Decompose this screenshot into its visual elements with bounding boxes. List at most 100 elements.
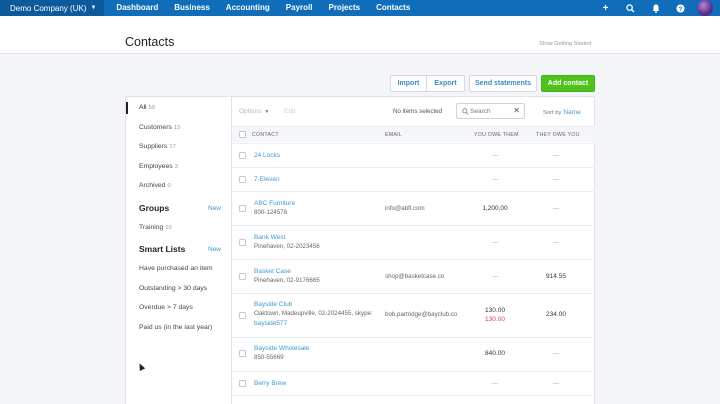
sort-control[interactable]: Sort by Name bbox=[543, 109, 581, 116]
nav-payroll[interactable]: Payroll bbox=[285, 3, 313, 12]
org-switcher[interactable]: Demo Company (UK) ▼ bbox=[0, 0, 105, 16]
nav-projects[interactable]: Projects bbox=[328, 3, 361, 12]
you-owe-them: 130.00 bbox=[485, 307, 505, 314]
filter-count: 0 bbox=[167, 183, 171, 189]
they-owe-you: — bbox=[552, 152, 560, 159]
they-owe-you: — bbox=[552, 239, 560, 246]
sort-value[interactable]: Name bbox=[563, 109, 581, 116]
filter-label: Customers bbox=[139, 124, 172, 131]
you-owe-them: — bbox=[491, 152, 499, 159]
row-checkbox[interactable] bbox=[239, 239, 246, 246]
nav-business[interactable]: Business bbox=[174, 3, 210, 12]
row-checkbox[interactable] bbox=[239, 152, 246, 159]
filter-employees[interactable]: Employees 3 bbox=[139, 163, 178, 170]
contact-name[interactable]: Basket Case bbox=[254, 268, 291, 275]
contact-name[interactable]: Bayside Club bbox=[254, 301, 293, 308]
contact-name[interactable]: Bank West bbox=[254, 234, 286, 241]
filter-customers[interactable]: Customers 15 bbox=[139, 124, 180, 131]
group-training[interactable]: Training 10 bbox=[139, 224, 172, 231]
col-you-owe-them[interactable]: YOU OWE THEM bbox=[474, 132, 519, 138]
you-owe-them-overdue: 130.00 bbox=[485, 316, 505, 323]
row-checkbox[interactable] bbox=[239, 273, 246, 280]
table-row[interactable]: Bayside Wholesale 850-55669 840.00 — bbox=[232, 337, 595, 371]
table-row[interactable]: Basket Case Pinehaven, 02-9176665 shop@b… bbox=[232, 259, 595, 293]
top-nav: Demo Company (UK) ▼ Dashboard Business A… bbox=[0, 0, 720, 18]
clear-icon[interactable]: ✕ bbox=[513, 106, 520, 115]
table-row-partial[interactable] bbox=[232, 395, 595, 404]
table-row[interactable]: 24 Locks — — bbox=[232, 143, 595, 167]
filter-label: Employees bbox=[139, 163, 173, 170]
import-button[interactable]: Import bbox=[390, 75, 427, 92]
row-checkbox[interactable] bbox=[239, 176, 246, 183]
contact-name[interactable]: 7-Eleven bbox=[254, 176, 280, 183]
search-box[interactable]: ✕ bbox=[456, 103, 525, 119]
smart-lists-heading: Smart Lists bbox=[139, 244, 186, 254]
svg-text:?: ? bbox=[679, 5, 683, 12]
table-row[interactable]: Berry Brew — — bbox=[232, 371, 595, 395]
col-they-owe-you[interactable]: THEY OWE YOU bbox=[536, 132, 580, 138]
table-row[interactable]: 7-Eleven — — bbox=[232, 167, 595, 191]
smart-list-overdue[interactable]: Overdue > 7 days bbox=[139, 304, 193, 311]
you-owe-them: — bbox=[491, 380, 499, 387]
select-all-checkbox[interactable] bbox=[239, 131, 246, 138]
col-email[interactable]: EMAIL bbox=[385, 132, 403, 138]
help-icon[interactable]: ? bbox=[668, 0, 693, 16]
smart-list-paid[interactable]: Paid us (in the last year) bbox=[139, 324, 213, 331]
contact-name[interactable]: Berry Brew bbox=[254, 380, 287, 387]
filter-count: 59 bbox=[148, 105, 156, 111]
filter-archived[interactable]: Archived 0 bbox=[139, 182, 171, 189]
page-title: Contacts bbox=[125, 35, 175, 49]
contact-name[interactable]: 24 Locks bbox=[254, 152, 281, 159]
search-input[interactable] bbox=[470, 107, 510, 116]
contact-name[interactable]: ABC Furniture bbox=[254, 200, 296, 207]
edit-button[interactable]: Edit bbox=[284, 108, 296, 115]
table-row[interactable]: Bank West Pinehaven, 02-2023456 — — bbox=[232, 225, 595, 259]
contact-details: Pinehaven, 02-2023456 bbox=[254, 243, 320, 250]
page-header: Contacts Show Getting Started bbox=[0, 16, 720, 54]
table-row[interactable]: Bayside Club Oaktown, Madeupville, 02-20… bbox=[232, 293, 595, 337]
new-group-link[interactable]: New bbox=[208, 205, 222, 212]
group-count: 10 bbox=[165, 225, 172, 231]
search-icon[interactable] bbox=[618, 0, 643, 16]
skype-link[interactable]: bayside577 bbox=[254, 320, 288, 327]
sort-label: Sort by bbox=[543, 110, 562, 116]
filter-suppliers[interactable]: Suppliers 17 bbox=[139, 143, 176, 150]
contact-details: Oaktown, Madeupville, 02-2024455, skype: bbox=[254, 310, 373, 317]
group-label: Training bbox=[139, 224, 164, 231]
they-owe-you: — bbox=[552, 380, 560, 387]
you-owe-them: 840.00 bbox=[485, 350, 505, 357]
row-checkbox[interactable] bbox=[239, 350, 246, 357]
they-owe-you: 234.00 bbox=[546, 311, 566, 318]
show-getting-started-link[interactable]: Show Getting Started bbox=[539, 41, 592, 47]
bell-icon[interactable] bbox=[643, 0, 668, 16]
add-contact-button[interactable]: Add contact bbox=[541, 75, 595, 92]
table-row[interactable]: ABC Furniture 800-124578 info@abfl.com 1… bbox=[232, 191, 595, 225]
new-smart-list-link[interactable]: New bbox=[208, 246, 222, 253]
nav-dashboard[interactable]: Dashboard bbox=[116, 3, 159, 12]
options-dropdown[interactable]: Options ▼ bbox=[239, 108, 269, 115]
filter-count: 17 bbox=[169, 144, 176, 150]
send-statements-button[interactable]: Send statements bbox=[469, 75, 537, 92]
contact-name[interactable]: Bayside Wholesale bbox=[254, 345, 310, 352]
filter-all[interactable]: All 59 bbox=[139, 104, 155, 111]
they-owe-you: — bbox=[552, 205, 560, 212]
avatar[interactable] bbox=[697, 0, 713, 16]
row-checkbox[interactable] bbox=[239, 205, 246, 212]
col-contact[interactable]: CONTACT bbox=[252, 132, 279, 138]
export-button[interactable]: Export bbox=[426, 75, 465, 92]
smart-list-purchased[interactable]: Have purchased an item bbox=[139, 265, 213, 272]
filter-count: 3 bbox=[174, 164, 178, 170]
they-owe-you: — bbox=[552, 176, 560, 183]
you-owe-them: 1,200.00 bbox=[482, 205, 508, 212]
contact-email: shop@basketcase.co bbox=[385, 273, 445, 280]
filter-count: 15 bbox=[173, 125, 181, 131]
row-checkbox[interactable] bbox=[239, 380, 246, 387]
nav-accounting[interactable]: Accounting bbox=[225, 3, 270, 12]
you-owe-them: — bbox=[491, 176, 499, 183]
smart-list-outstanding[interactable]: Outstanding > 30 days bbox=[139, 285, 208, 292]
contacts-panel: All 59 Customers 15 Suppliers 17 Employees 3… bbox=[125, 96, 595, 404]
row-checkbox[interactable] bbox=[239, 312, 246, 319]
plus-icon[interactable]: + bbox=[602, 2, 609, 14]
nav-contacts[interactable]: Contacts bbox=[368, 0, 419, 18]
contacts-sidebar: All 59 Customers 15 Suppliers 17 Employees 3… bbox=[126, 97, 232, 404]
